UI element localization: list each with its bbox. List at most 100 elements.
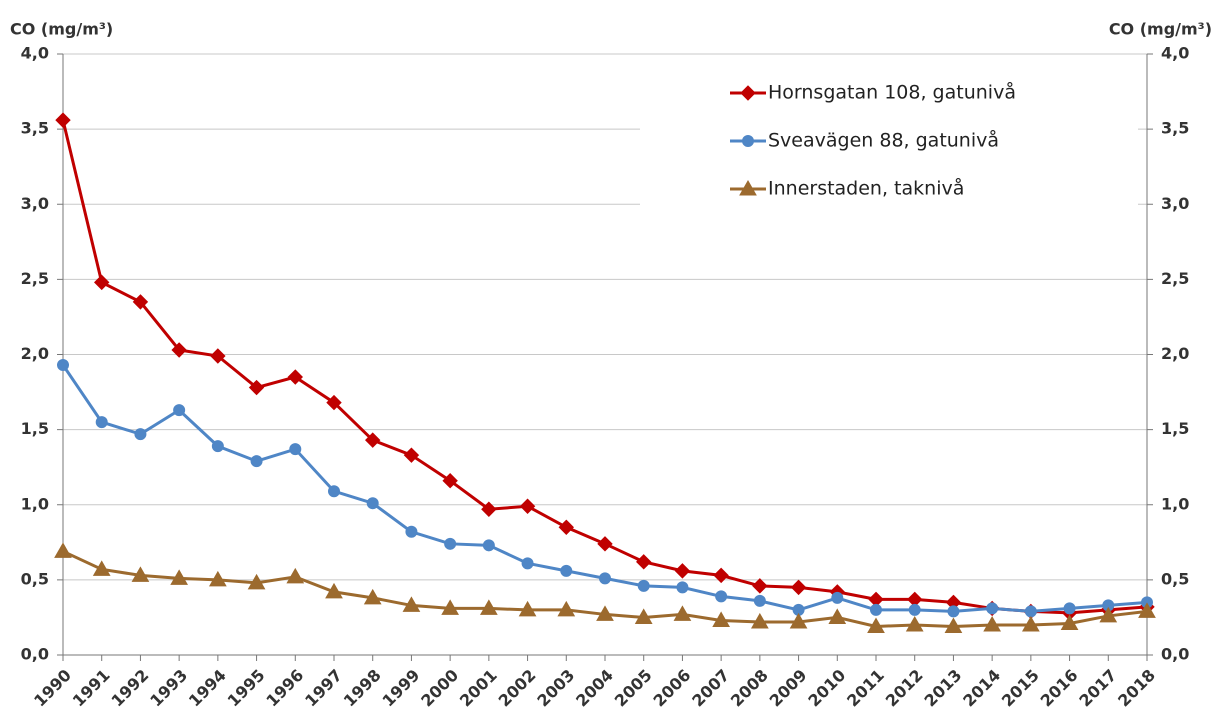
marker — [248, 379, 265, 396]
x-tick-label: 2002 — [495, 666, 540, 711]
y2-tick-label: 3,5 — [1161, 119, 1189, 138]
marker — [134, 428, 147, 441]
x-tick-label: 1996 — [262, 666, 307, 711]
marker — [132, 294, 149, 310]
x-tick-label: 2015 — [998, 666, 1043, 711]
marker — [596, 605, 614, 621]
x-tick-label: 2010 — [804, 666, 849, 711]
marker — [325, 582, 343, 599]
marker — [752, 578, 768, 594]
marker — [560, 564, 573, 577]
marker — [789, 612, 808, 629]
marker — [1024, 605, 1037, 618]
marker — [481, 501, 497, 517]
marker — [442, 473, 458, 489]
marker — [405, 525, 418, 538]
marker — [674, 563, 691, 579]
y-tick-label: 3,5 — [21, 119, 49, 138]
y-tick-label: 1,5 — [21, 419, 49, 438]
x-tick-label: 1995 — [224, 666, 269, 711]
marker — [363, 588, 382, 605]
y-tick-label: 2,5 — [21, 269, 49, 288]
marker — [1060, 614, 1079, 630]
marker — [1021, 615, 1040, 632]
marker — [326, 394, 342, 411]
y2-axis-label: CO (mg/m³) — [1109, 20, 1212, 39]
marker — [1138, 602, 1156, 618]
marker — [713, 567, 729, 584]
legend-marker — [740, 85, 756, 101]
x-tick-label: 2014 — [959, 666, 1004, 711]
marker — [905, 615, 924, 632]
x-tick-label: 2008 — [727, 666, 772, 711]
marker — [365, 432, 381, 448]
marker — [366, 497, 379, 510]
y2-tick-label: 2,5 — [1161, 269, 1189, 288]
x-tick-label: 2005 — [611, 666, 656, 711]
legend-box — [640, 62, 1138, 212]
marker — [712, 611, 731, 627]
x-tick-label: 2016 — [1037, 666, 1082, 711]
marker — [55, 112, 71, 128]
marker — [558, 519, 574, 535]
marker — [444, 537, 457, 550]
marker — [95, 416, 108, 429]
marker — [947, 605, 960, 618]
marker — [870, 603, 882, 616]
marker — [250, 455, 263, 468]
marker — [211, 440, 224, 453]
marker — [867, 617, 885, 633]
y-tick-label: 0,5 — [21, 569, 49, 588]
marker — [944, 617, 963, 633]
x-tick-label: 1997 — [301, 666, 346, 711]
x-tick-label: 2003 — [533, 666, 578, 711]
marker — [521, 557, 534, 570]
marker — [636, 554, 652, 570]
legend-label: Hornsgatan 108, gatunivå — [768, 81, 1016, 104]
marker — [441, 599, 460, 615]
y2-tick-label: 0,5 — [1161, 569, 1189, 588]
legend-label: Sveavägen 88, gatunivå — [768, 129, 999, 152]
x-tick-label: 1993 — [146, 666, 191, 711]
marker — [289, 443, 302, 456]
marker — [1063, 602, 1076, 615]
marker — [831, 591, 844, 604]
x-tick-label: 2004 — [572, 666, 617, 711]
marker — [94, 274, 110, 291]
x-tick-label: 2017 — [1075, 666, 1120, 711]
legend-marker — [742, 135, 754, 147]
marker — [247, 573, 266, 590]
marker — [828, 608, 847, 624]
x-tick-label: 2007 — [688, 666, 733, 711]
marker — [790, 579, 807, 596]
x-tick-label: 2000 — [417, 666, 462, 711]
y2-tick-label: 2,0 — [1161, 344, 1189, 363]
y2-tick-label: 1,0 — [1161, 494, 1189, 513]
marker — [637, 579, 650, 592]
x-tick-label: 1998 — [340, 666, 385, 711]
x-tick-label: 2001 — [456, 666, 501, 711]
marker — [599, 572, 611, 585]
marker — [92, 560, 111, 576]
y2-tick-label: 4,0 — [1161, 44, 1189, 63]
marker — [482, 539, 495, 552]
y-axis-label: CO (mg/m³) — [10, 20, 113, 39]
marker — [1099, 606, 1118, 623]
y-tick-label: 2,0 — [21, 344, 49, 363]
marker — [479, 599, 498, 615]
x-tick-label: 1999 — [379, 666, 424, 711]
marker — [328, 485, 340, 498]
x-tick-label: 1990 — [30, 666, 75, 711]
marker — [986, 602, 999, 615]
marker — [131, 566, 150, 582]
marker — [208, 570, 227, 587]
marker — [173, 404, 186, 417]
y2-tick-label: 1,5 — [1161, 419, 1189, 438]
y-tick-label: 3,0 — [21, 194, 49, 213]
marker — [750, 612, 769, 629]
x-tick-label: 1994 — [185, 666, 230, 711]
marker — [286, 567, 305, 584]
marker — [557, 600, 576, 617]
marker — [983, 615, 1002, 632]
legend-marker — [739, 179, 757, 196]
